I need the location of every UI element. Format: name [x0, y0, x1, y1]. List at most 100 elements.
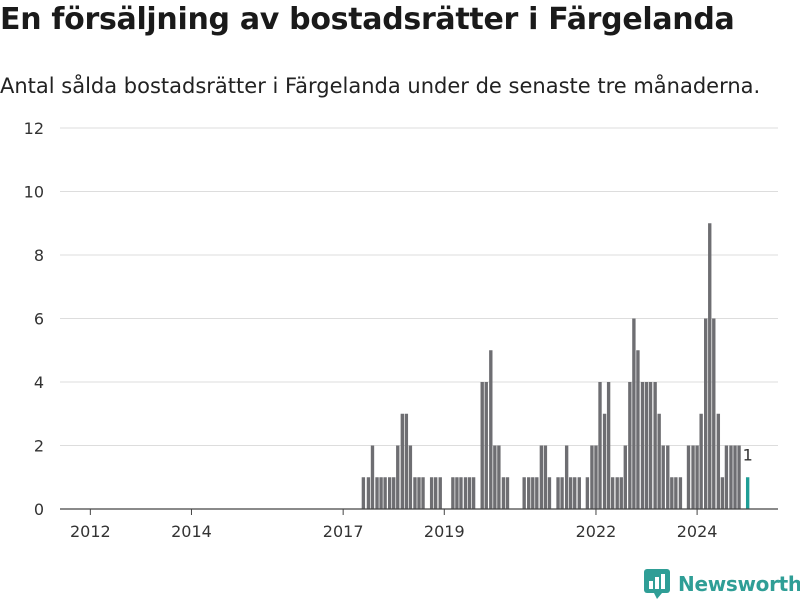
bar: [695, 445, 699, 509]
bar-chart: 0 2 4 6 8 10 12 2012 2014 2017 2019 2022 2024 1: [24, 119, 778, 541]
bar: [531, 477, 535, 509]
bar: [724, 445, 729, 509]
bar: [606, 382, 611, 509]
bar: [704, 318, 708, 509]
bar: [674, 477, 678, 509]
bar: [455, 477, 459, 509]
x-tick-label: 2014: [171, 522, 212, 541]
bar: [383, 477, 387, 509]
y-axis: 0 2 4 6 8 10 12: [24, 119, 44, 519]
bar-latest-label: 1: [743, 445, 753, 464]
bar: [590, 445, 594, 509]
chart-title: En försäljning av bostadsrätter i Färgel…: [0, 2, 735, 37]
y-tick-label: 0: [34, 500, 44, 519]
bar: [648, 382, 653, 509]
bar: [716, 413, 721, 509]
chart-subtitle: Antal sålda bostadsrätter i Färgelanda u…: [0, 74, 761, 98]
bar: [632, 318, 636, 509]
bar: [396, 445, 400, 509]
y-tick-label: 12: [24, 119, 44, 138]
bar: [699, 413, 703, 509]
bar: [404, 413, 409, 509]
bar: [628, 382, 632, 509]
bar: [661, 445, 665, 509]
bar: [387, 477, 392, 509]
bar: [640, 382, 645, 509]
bar: [573, 477, 577, 509]
bar: [560, 477, 564, 509]
bar: [623, 445, 627, 509]
brand-name: Newsworthy: [678, 572, 800, 596]
bar: [644, 382, 649, 509]
bar: [421, 477, 425, 509]
x-tick-label: 2012: [70, 522, 111, 541]
newsworthy-logo: Newsworthy: [644, 568, 800, 600]
x-tick-label: 2017: [323, 522, 364, 541]
bar: [712, 318, 716, 509]
bar: [594, 445, 598, 509]
y-tick-label: 4: [34, 373, 44, 392]
bar: [375, 477, 379, 509]
bar: [733, 445, 737, 509]
bar: [417, 477, 421, 509]
bars: [361, 223, 750, 509]
x-tick-label: 2022: [576, 522, 617, 541]
bar: [720, 477, 725, 509]
bar: [505, 477, 510, 509]
bar: [501, 477, 506, 509]
data-labels: 1: [743, 445, 753, 464]
bar: [569, 477, 573, 509]
bar: [729, 445, 733, 509]
y-tick-label: 6: [34, 310, 44, 329]
bar: [366, 477, 371, 509]
bar: [708, 223, 712, 509]
bar: [451, 477, 455, 509]
bar: [670, 477, 674, 509]
bar: [619, 477, 623, 509]
bar: [459, 477, 463, 509]
bar: [413, 477, 417, 509]
bar: [657, 413, 661, 509]
bar: [585, 477, 590, 509]
gridlines: [60, 127, 778, 510]
x-tick-label: 2024: [677, 522, 718, 541]
bar: [653, 382, 657, 509]
bar: [463, 477, 468, 509]
bar: [493, 445, 497, 509]
bar: [400, 413, 404, 509]
bar: [467, 477, 472, 509]
y-tick-label: 10: [24, 183, 44, 202]
bar: [379, 477, 383, 509]
bar: [408, 445, 413, 509]
bar: [666, 445, 670, 509]
bar: [547, 477, 552, 509]
bar: [543, 445, 548, 509]
bar: [691, 445, 695, 509]
bar: [497, 445, 501, 509]
bar: [361, 477, 366, 509]
bar: [484, 382, 488, 509]
bar: [615, 477, 619, 509]
bar: [602, 413, 607, 509]
bar: [489, 350, 493, 509]
bar: [598, 382, 602, 509]
bar: [471, 477, 476, 509]
bar: [522, 477, 526, 509]
bar: [678, 477, 683, 509]
bar: [564, 445, 569, 509]
x-axis: 2012 2014 2017 2019 2022 2024: [60, 508, 778, 541]
bar: [480, 382, 484, 509]
x-tick-label: 2019: [424, 522, 465, 541]
bar: [434, 477, 438, 509]
bar: [527, 477, 531, 509]
newsworthy-logo-icon: [644, 569, 670, 599]
bar: [539, 445, 544, 509]
bar: [577, 477, 581, 509]
bar-latest: [745, 477, 750, 509]
y-tick-label: 8: [34, 246, 44, 265]
bar: [438, 477, 442, 509]
bar: [556, 477, 560, 509]
y-tick-label: 2: [34, 437, 44, 456]
bar: [535, 477, 539, 509]
bar: [429, 477, 434, 509]
